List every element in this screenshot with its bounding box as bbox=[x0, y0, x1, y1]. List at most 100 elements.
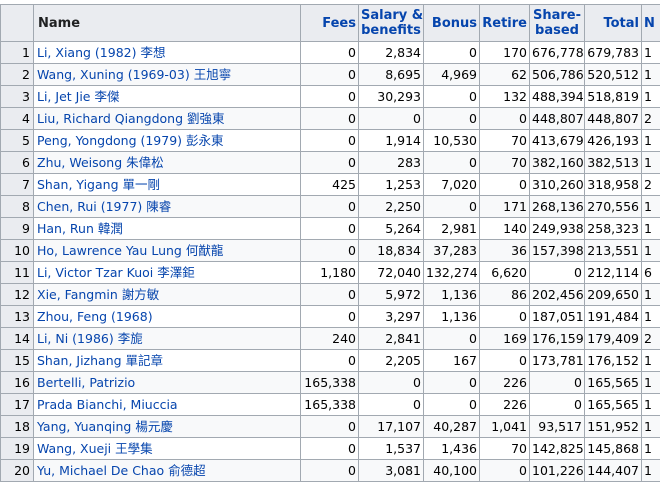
bonus-cell: 167 bbox=[423, 349, 480, 372]
salary-cell: 3,081 bbox=[358, 459, 424, 482]
bonus-cell: 2,981 bbox=[423, 217, 480, 240]
share-header-line-2: based bbox=[535, 23, 579, 38]
salary-header[interactable]: Salary & benefits bbox=[358, 4, 424, 42]
retire-cell: 170 bbox=[479, 41, 530, 64]
salary-cell: 2,205 bbox=[358, 349, 424, 372]
share-based-cell: 506,786 bbox=[529, 63, 585, 86]
fees-cell: 0 bbox=[300, 239, 359, 262]
salary-cell: 1,253 bbox=[358, 173, 424, 196]
n-cell: 1 bbox=[641, 437, 660, 460]
fees-cell: 0 bbox=[300, 129, 359, 152]
n-cell: 1 bbox=[641, 217, 660, 240]
bonus-cell: 40,287 bbox=[423, 415, 480, 438]
share-based-cell: 157,398 bbox=[529, 239, 585, 262]
share-based-cell: 0 bbox=[529, 261, 585, 284]
n-cell: 1 bbox=[641, 415, 660, 438]
n-cell: 2 bbox=[641, 327, 660, 350]
share-based-cell: 413,679 bbox=[529, 129, 585, 152]
bonus-cell: 37,283 bbox=[423, 239, 480, 262]
n-header[interactable]: N bbox=[641, 4, 660, 42]
person-name-link[interactable]: Bertelli, Patrizio bbox=[33, 371, 301, 394]
person-name-link[interactable]: Ho, Lawrence Yau Lung 何猷龍 bbox=[33, 239, 301, 262]
retire-cell: 226 bbox=[479, 371, 530, 394]
n-cell: 1 bbox=[641, 349, 660, 372]
person-name-link[interactable]: Prada Bianchi, Miuccia bbox=[33, 393, 301, 416]
person-name-link[interactable]: Li, Jet Jie 李傑 bbox=[33, 85, 301, 108]
n-cell: 1 bbox=[641, 371, 660, 394]
person-name-link[interactable]: Yang, Yuanqing 楊元慶 bbox=[33, 415, 301, 438]
total-header[interactable]: Total bbox=[584, 4, 642, 42]
total-cell: 209,650 bbox=[584, 283, 642, 306]
fees-cell: 165,338 bbox=[300, 393, 359, 416]
fees-cell: 0 bbox=[300, 437, 359, 460]
fees-cell: 240 bbox=[300, 327, 359, 350]
person-name-link[interactable]: Li, Victor Tzar Kuoi 李澤鉅 bbox=[33, 261, 301, 284]
total-cell: 165,565 bbox=[584, 393, 642, 416]
bonus-cell: 40,100 bbox=[423, 459, 480, 482]
table-row: 8 Chen, Rui (1977) 陳睿 0 2,250 0 171 268,136 270… bbox=[0, 195, 660, 218]
bonus-cell: 0 bbox=[423, 151, 480, 174]
person-name-link[interactable]: Li, Ni (1986) 李旎 bbox=[33, 327, 301, 350]
bonus-cell: 7,020 bbox=[423, 173, 480, 196]
person-name-link[interactable]: Chen, Rui (1977) 陳睿 bbox=[33, 195, 301, 218]
share-based-cell: 187,051 bbox=[529, 305, 585, 328]
total-cell: 144,407 bbox=[584, 459, 642, 482]
table-row: 10 Ho, Lawrence Yau Lung 何猷龍 0 18,834 37,283… bbox=[0, 239, 660, 262]
row-index: 7 bbox=[0, 173, 34, 196]
person-name-link[interactable]: Yu, Michael De Chao 俞德超 bbox=[33, 459, 301, 482]
person-name-link[interactable]: Shan, Jizhang 單記章 bbox=[33, 349, 301, 372]
total-cell: 165,565 bbox=[584, 371, 642, 394]
fees-cell: 0 bbox=[300, 217, 359, 240]
share-based-cell: 448,807 bbox=[529, 107, 585, 130]
total-cell: 213,551 bbox=[584, 239, 642, 262]
fees-cell: 0 bbox=[300, 415, 359, 438]
person-name-link[interactable]: Xie, Fangmin 謝方敏 bbox=[33, 283, 301, 306]
share-based-cell: 93,517 bbox=[529, 415, 585, 438]
fees-header[interactable]: Fees bbox=[300, 4, 359, 42]
person-name-link[interactable]: Li, Xiang (1982) 李想 bbox=[33, 41, 301, 64]
total-cell: 518,819 bbox=[584, 85, 642, 108]
salary-cell: 8,695 bbox=[358, 63, 424, 86]
table-row: 14 Li, Ni (1986) 李旎 240 2,841 0 169 176,159 179… bbox=[0, 327, 660, 350]
person-name-link[interactable]: Zhou, Feng (1968) bbox=[33, 305, 301, 328]
table-row: 19 Wang, Xueji 王學集 0 1,537 1,436 70 142,825 145… bbox=[0, 437, 660, 460]
bonus-cell: 132,274 bbox=[423, 261, 480, 284]
total-cell: 448,807 bbox=[584, 107, 642, 130]
n-cell: 1 bbox=[641, 85, 660, 108]
person-name-link[interactable]: Zhu, Weisong 朱偉松 bbox=[33, 151, 301, 174]
n-cell: 1 bbox=[641, 283, 660, 306]
retire-header[interactable]: Retire bbox=[479, 4, 530, 42]
table-row: 18 Yang, Yuanqing 楊元慶 0 17,107 40,287 1,041 93… bbox=[0, 415, 660, 438]
row-index: 1 bbox=[0, 41, 34, 64]
total-cell: 179,409 bbox=[584, 327, 642, 350]
header-row: Name Fees Salary & benefits Bonus Retire… bbox=[0, 4, 660, 42]
share-based-cell: 268,136 bbox=[529, 195, 585, 218]
table-row: 5 Peng, Yongdong (1979) 彭永東 0 1,914 10,530 70… bbox=[0, 129, 660, 152]
person-name-link[interactable]: Shan, Yigang 單一剛 bbox=[33, 173, 301, 196]
table-row: 7 Shan, Yigang 單一剛 425 1,253 7,020 0 310,260 31… bbox=[0, 173, 660, 196]
bonus-header[interactable]: Bonus bbox=[423, 4, 480, 42]
fees-cell: 0 bbox=[300, 107, 359, 130]
person-name-link[interactable]: Peng, Yongdong (1979) 彭永東 bbox=[33, 129, 301, 152]
salary-cell: 5,264 bbox=[358, 217, 424, 240]
table-row: 20 Yu, Michael De Chao 俞德超 0 3,081 40,100 0 10… bbox=[0, 459, 660, 482]
name-header[interactable]: Name bbox=[33, 4, 301, 42]
table-row: 13 Zhou, Feng (1968) 0 3,297 1,136 0 187,051 19… bbox=[0, 305, 660, 328]
person-name-link[interactable]: Wang, Xueji 王學集 bbox=[33, 437, 301, 460]
row-index: 14 bbox=[0, 327, 34, 350]
salary-cell: 30,293 bbox=[358, 85, 424, 108]
person-name-link[interactable]: Wang, Xuning (1969-03) 王旭寧 bbox=[33, 63, 301, 86]
share-header[interactable]: Share- based bbox=[529, 4, 585, 42]
bonus-cell: 0 bbox=[423, 195, 480, 218]
bonus-cell: 0 bbox=[423, 393, 480, 416]
person-name-link[interactable]: Liu, Richard Qiangdong 劉強東 bbox=[33, 107, 301, 130]
salary-cell: 18,834 bbox=[358, 239, 424, 262]
person-name-link[interactable]: Han, Run 韓潤 bbox=[33, 217, 301, 240]
salary-cell: 0 bbox=[358, 393, 424, 416]
table-row: 15 Shan, Jizhang 單記章 0 2,205 167 0 173,781 176,… bbox=[0, 349, 660, 372]
n-cell: 1 bbox=[641, 305, 660, 328]
row-index: 12 bbox=[0, 283, 34, 306]
row-index: 8 bbox=[0, 195, 34, 218]
total-cell: 151,952 bbox=[584, 415, 642, 438]
salary-cell: 17,107 bbox=[358, 415, 424, 438]
